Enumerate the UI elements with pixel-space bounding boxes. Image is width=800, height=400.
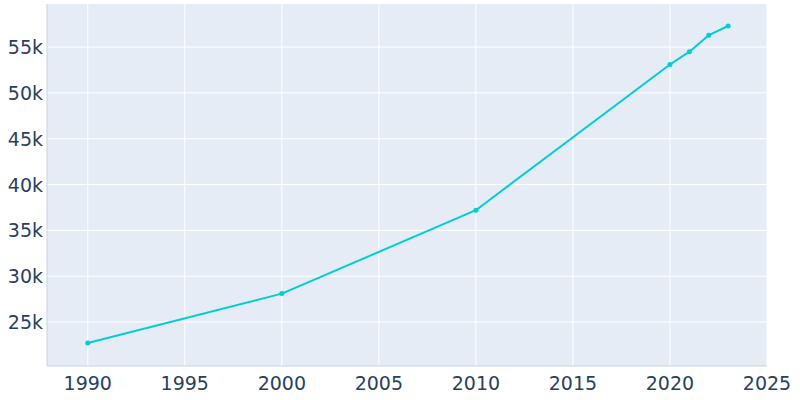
data-point [473, 208, 478, 213]
x-tick-label: 2000 [258, 372, 306, 394]
y-grid-line [47, 184, 767, 185]
x-tick-label: 2015 [549, 372, 597, 394]
x-tick-label: 1990 [64, 372, 112, 394]
y-tick-label: 50k [8, 82, 43, 104]
data-point [279, 291, 284, 296]
y-tick-label: 45k [8, 128, 43, 150]
x-tick-label: 2025 [743, 372, 791, 394]
y-tick-label: 25k [8, 311, 43, 333]
y-grid-line [47, 276, 767, 277]
y-grid-line [47, 138, 767, 139]
plot-background [47, 4, 767, 366]
x-tick-label: 2005 [355, 372, 403, 394]
y-grid-line [47, 322, 767, 323]
y-tick-label: 55k [8, 36, 43, 58]
x-tick-label: 1995 [161, 372, 209, 394]
chart-container: 1990 1995 2000 2005 2010 2015 2020 2025 25k 30k 35… [0, 0, 800, 400]
y-grid-line [47, 230, 767, 231]
y-grid-line [47, 92, 767, 93]
y-grid-line [47, 47, 767, 48]
y-tick-label: 35k [8, 219, 43, 241]
data-point [726, 23, 731, 28]
data-line [88, 26, 728, 343]
data-group [85, 23, 730, 345]
data-point [667, 62, 672, 67]
y-axis-line [47, 4, 48, 366]
data-point [706, 33, 711, 38]
x-tick-label: 2020 [646, 372, 694, 394]
data-point [85, 341, 90, 346]
y-tick-label: 30k [8, 265, 43, 287]
y-tick-label: 40k [8, 174, 43, 196]
data-point [687, 49, 692, 54]
x-axis-line [47, 366, 767, 367]
chart: 1990 1995 2000 2005 2010 2015 2020 2025 25k 30k 35… [0, 0, 800, 400]
x-tick-label: 2010 [452, 372, 500, 394]
